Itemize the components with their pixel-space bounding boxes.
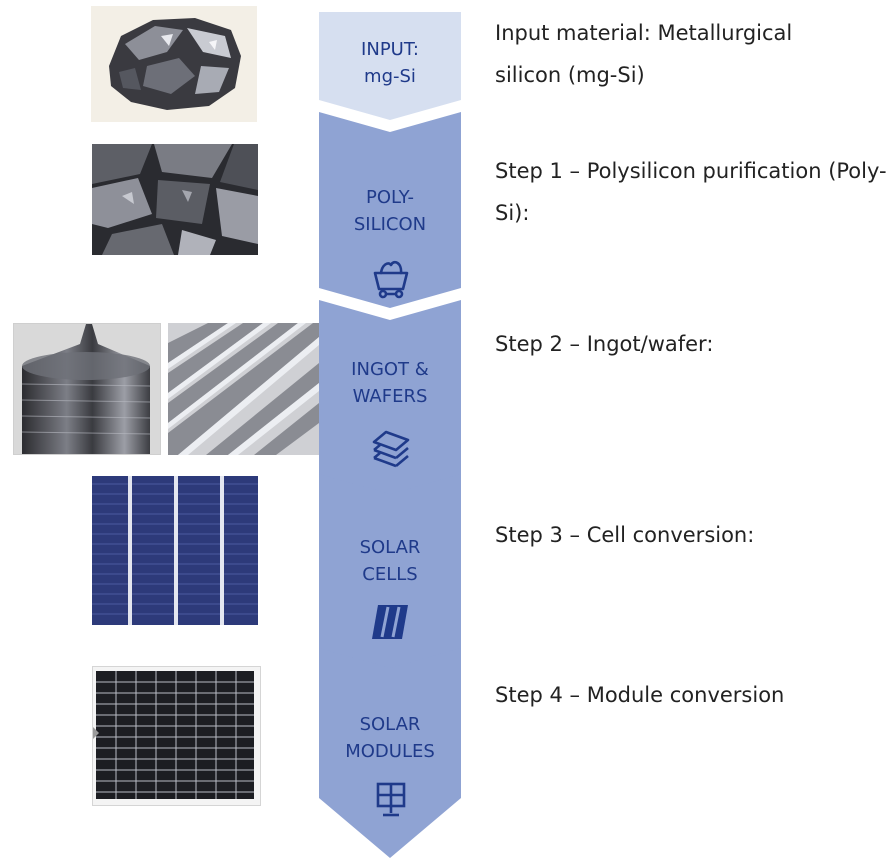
- stage-chevron-solar-modules: [319, 648, 461, 858]
- stage-label-line: CELLS: [362, 564, 418, 585]
- stage-chevron-solar-cells: [319, 474, 461, 670]
- stage-label-line: POLY-: [365, 187, 414, 208]
- stage-label-line: mg-Si: [364, 66, 416, 87]
- stage-label-line: SOLAR: [359, 714, 421, 735]
- mg-si-lump-photo: [91, 6, 257, 122]
- polysilicon-chunks-photo: [92, 144, 258, 255]
- stage-label-solar-cells: SOLAR CELLS: [319, 534, 461, 588]
- solar-panel-icon: [376, 782, 406, 817]
- solar-cell-photo: [92, 476, 258, 625]
- stage-label-polysilicon: POLY- SILICON: [319, 184, 461, 238]
- step-description-input: Input material: Metallurgical silicon (m…: [495, 21, 793, 87]
- stage-label-line: INPUT:: [361, 39, 419, 60]
- solar-module-photo: [92, 666, 261, 806]
- step-description-step-1: Step 1 – Polysilicon purification (Poly-…: [495, 159, 887, 225]
- stage-chevron-input: [319, 12, 461, 120]
- step-description-step-4: Step 4 – Module conversion: [495, 683, 785, 707]
- stage-label-ingot-wafers: INGOT & WAFERS: [319, 356, 461, 410]
- mine-cart-icon: [373, 260, 409, 299]
- stage-label-solar-modules: SOLAR MODULES: [319, 711, 461, 765]
- stage-label-line: INGOT &: [351, 359, 429, 380]
- step-description-step-3: Step 3 – Cell conversion:: [495, 523, 755, 547]
- stage-label-line: SILICON: [353, 214, 427, 235]
- stage-label-line: SOLAR: [359, 537, 421, 558]
- solar-cell-icon: [372, 605, 408, 639]
- stage-label-line: MODULES: [345, 741, 435, 762]
- stage-chevron-ingot-wafers: [319, 300, 461, 496]
- stage-label-input: INPUT: mg-Si: [319, 36, 461, 90]
- stage-label-line: WAFERS: [352, 386, 428, 407]
- sliced-wafers-photo: [168, 323, 319, 455]
- silicon-ingot-photo: [13, 323, 161, 455]
- wafer-stack-icon: [372, 430, 410, 468]
- step-description-step-2: Step 2 – Ingot/wafer:: [495, 332, 714, 356]
- stage-chevron-polysilicon: [319, 112, 461, 308]
